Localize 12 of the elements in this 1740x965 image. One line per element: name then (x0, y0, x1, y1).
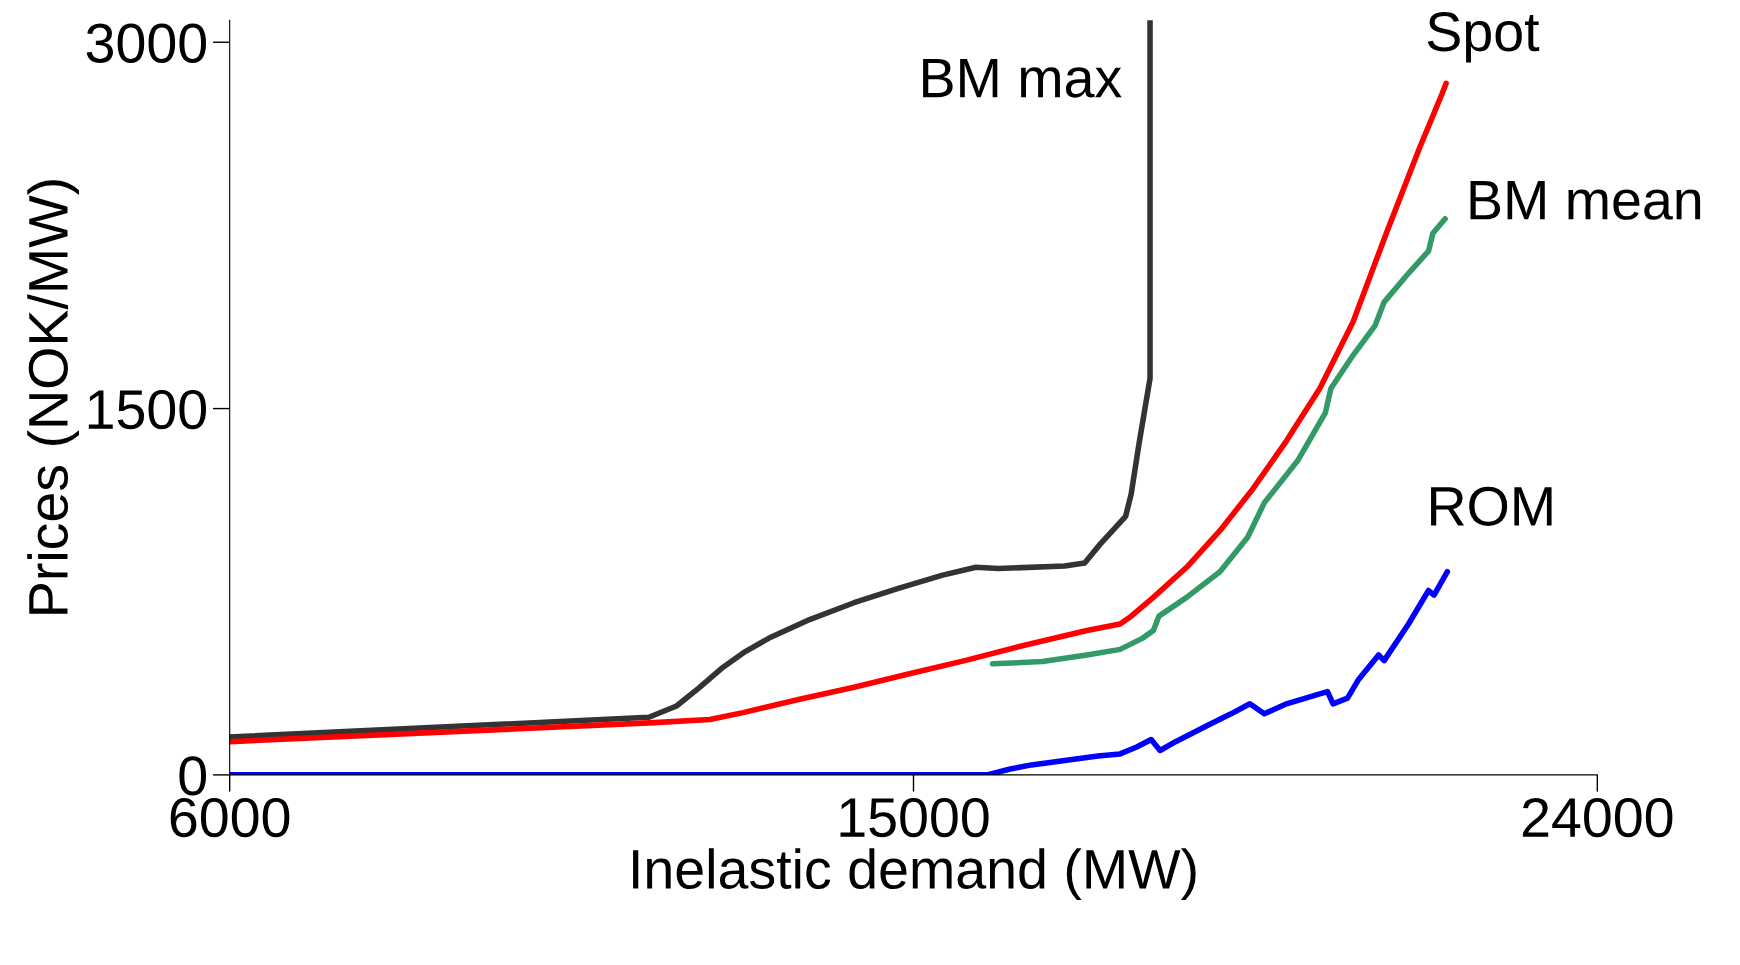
x-axis-title: Inelastic demand (MW) (633, 848, 1196, 900)
y-axis-title: Prices (NOK/MW) (27, 180, 79, 614)
series-label: BM mean (1470, 181, 1701, 220)
y-tick-label: 3000 (86, 23, 206, 63)
x-tick-label: 6000 (170, 797, 290, 838)
y-tick-label: 0 (179, 756, 206, 796)
y-tick-label: 1500 (88, 389, 206, 430)
x-tick-label: 15000 (840, 797, 989, 838)
series-label: ROM (1431, 486, 1552, 526)
series-label: Spot (1427, 12, 1540, 63)
x-tick-label: 24000 (1522, 797, 1673, 838)
series-label: BM max (923, 58, 1122, 98)
